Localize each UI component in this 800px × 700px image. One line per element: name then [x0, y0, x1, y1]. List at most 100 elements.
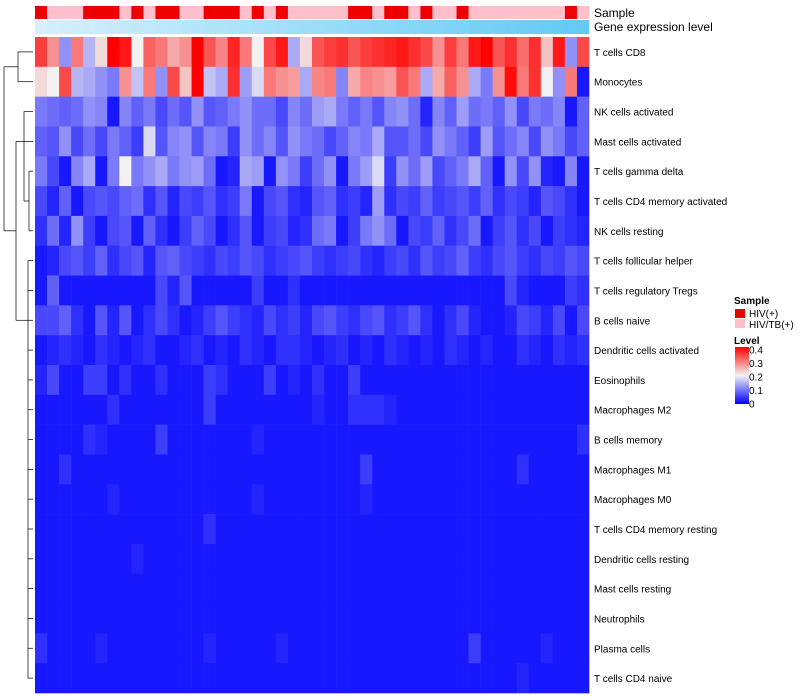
heatmap-cell: [71, 543, 84, 575]
heatmap-cell: [324, 484, 337, 515]
heatmap-cell: [107, 633, 120, 664]
heatmap-cell: [299, 454, 313, 485]
heatmap-cell: [576, 454, 590, 485]
expression-annotation-cell: [396, 20, 409, 34]
level-tick-label: 0.3: [749, 359, 763, 370]
heatmap-cell: [360, 484, 373, 515]
heatmap-cell: [516, 514, 530, 545]
heatmap-cell: [155, 66, 168, 97]
heatmap-cell: [131, 186, 144, 217]
heatmap-cell: [324, 186, 337, 217]
heatmap-cell: [396, 514, 409, 545]
heatmap-cell: [480, 245, 493, 276]
heatmap-cell: [516, 633, 530, 664]
expression-annotation-cell: [360, 20, 373, 34]
heatmap-cell: [504, 573, 518, 604]
heatmap-cell: [420, 156, 433, 187]
expression-annotation-cell: [420, 20, 433, 34]
heatmap-cell: [47, 365, 60, 396]
heatmap-cell: [95, 514, 108, 545]
heatmap-cell: [576, 66, 590, 97]
heatmap-cell: [324, 394, 337, 425]
heatmap-cell: [516, 156, 530, 187]
heatmap-cell: [420, 484, 433, 515]
row-label: B cells naive: [594, 316, 651, 327]
heatmap-cell: [143, 573, 156, 604]
heatmap-cell: [324, 633, 337, 664]
heatmap-cell: [360, 633, 373, 664]
heatmap-cell: [71, 573, 84, 604]
expression-annotation-cell: [59, 20, 72, 34]
heatmap-cell: [528, 394, 542, 425]
heatmap-cell: [263, 514, 277, 545]
heatmap-cell: [263, 543, 277, 575]
heatmap-cell: [299, 186, 313, 217]
heatmap-cell: [432, 275, 445, 306]
heatmap-cell: [287, 424, 301, 455]
heatmap-cell: [83, 186, 96, 217]
heatmap-cell: [275, 156, 289, 187]
heatmap-cell: [528, 454, 542, 485]
heatmap-cell: [312, 275, 325, 306]
level-tick-label: 0.4: [749, 346, 763, 357]
expression-annotation-cell: [191, 20, 204, 34]
heatmap-cell: [215, 573, 228, 604]
heatmap-cell: [227, 186, 241, 217]
heatmap-cell: [227, 543, 241, 575]
heatmap-cell: [552, 424, 566, 455]
heatmap-cell: [408, 514, 421, 545]
heatmap-cell: [239, 365, 253, 396]
heatmap-cell: [540, 66, 554, 97]
heatmap-cell: [372, 156, 385, 187]
heatmap-cell: [324, 424, 337, 455]
heatmap-cell: [203, 215, 216, 247]
row-label: T cells regulatory Tregs: [594, 286, 698, 297]
heatmap-cell: [348, 126, 361, 157]
heatmap-cell: [444, 96, 457, 127]
heatmap-cell: [348, 573, 361, 604]
heatmap-cell: [480, 603, 493, 634]
heatmap-cell: [287, 275, 301, 306]
heatmap-cell: [396, 484, 409, 515]
heatmap-cell: [576, 96, 590, 127]
heatmap-cell: [263, 96, 277, 127]
heatmap-cell: [312, 365, 325, 396]
expression-annotation-cell: [71, 20, 84, 34]
heatmap-cell: [552, 335, 566, 366]
heatmap-cell: [336, 37, 349, 68]
heatmap-cell: [480, 96, 493, 127]
heatmap-cell: [47, 394, 60, 425]
heatmap-cell: [251, 335, 265, 366]
heatmap-cell: [107, 454, 120, 485]
heatmap-cell: [107, 335, 120, 366]
heatmap-cell: [420, 424, 433, 455]
heatmap-cell: [71, 484, 84, 515]
heatmap-cell: [396, 275, 409, 306]
heatmap-cell: [492, 66, 505, 97]
row-label: Neutrophils: [594, 614, 645, 625]
expression-annotation-cell: [336, 20, 349, 34]
expression-annotation-cell: [552, 20, 566, 34]
heatmap-cell: [239, 514, 253, 545]
heatmap-cell: [263, 603, 277, 634]
heatmap-cell: [468, 335, 481, 366]
sample-annotation-cell: [47, 6, 60, 19]
heatmap-cell: [179, 126, 192, 157]
heatmap-cell: [336, 156, 349, 187]
heatmap-cell: [408, 365, 421, 396]
heatmap-cell: [227, 633, 241, 664]
heatmap-cell: [528, 633, 542, 664]
heatmap-cell: [384, 275, 397, 306]
heatmap-cell: [396, 126, 409, 157]
heatmap-cell: [540, 454, 554, 485]
heatmap-cell: [492, 186, 505, 217]
heatmap-cell: [492, 484, 505, 515]
heatmap-cell: [179, 394, 192, 425]
heatmap-cell: [203, 186, 216, 217]
heatmap-cell: [167, 37, 180, 68]
heatmap-cell: [456, 156, 469, 187]
heatmap-cell: [179, 365, 192, 396]
heatmap-cell: [95, 215, 108, 247]
heatmap-cell: [324, 66, 337, 97]
heatmap-cell: [107, 543, 120, 575]
